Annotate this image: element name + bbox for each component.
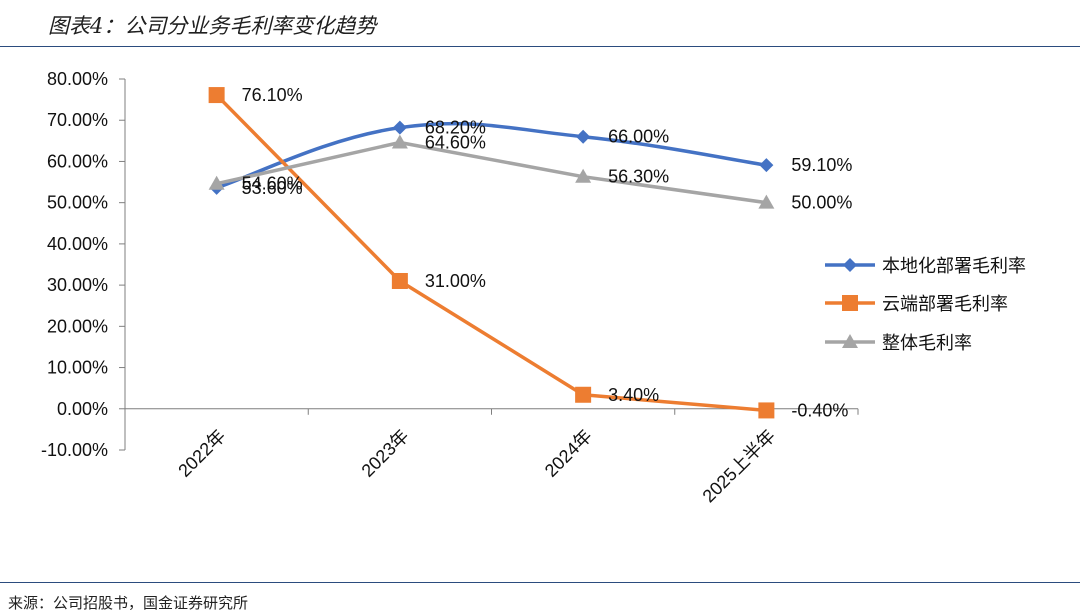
line-chart: 80.00% 70.00% 60.00% 50.00% 40.00% 30.00% 20.0… xyxy=(41,69,1026,507)
x-tick-label: 2025上半年 xyxy=(699,426,780,507)
series-line xyxy=(216,121,767,190)
data-label: 50.00% xyxy=(791,193,852,213)
data-point xyxy=(392,120,407,135)
x-tick-label: 2023年 xyxy=(358,426,413,481)
y-tick-label: -10.00% xyxy=(41,440,108,460)
data-label: 56.30% xyxy=(608,167,669,187)
data-point xyxy=(391,134,408,149)
y-tick-label: 20.00% xyxy=(47,316,108,336)
data-label: 53.60% xyxy=(242,178,303,198)
legend-label: 整体毛利率 xyxy=(882,333,972,353)
data-point xyxy=(758,402,775,419)
series-line xyxy=(215,93,767,413)
y-tick-label: 0.00% xyxy=(57,399,108,419)
legend-swatch-marker xyxy=(842,295,858,311)
x-tick-label: 2022年 xyxy=(174,426,229,481)
x-tick-label: 2024年 xyxy=(541,426,596,481)
data-label: 64.60% xyxy=(425,132,486,152)
data-point xyxy=(576,129,591,144)
source-note: 来源：公司招股书，国金证券研究所 xyxy=(8,594,249,612)
data-point xyxy=(208,87,225,104)
source-rule xyxy=(0,582,1080,583)
data-label: 3.40% xyxy=(608,385,659,405)
legend-swatch-marker xyxy=(843,258,857,272)
y-tick-label: 70.00% xyxy=(47,110,108,130)
data-point xyxy=(758,194,775,209)
legend-swatch-marker xyxy=(842,334,858,348)
y-tick-label: 10.00% xyxy=(47,358,108,378)
figure-title: 图表4：公司分业务毛利率变化趋势 xyxy=(48,14,377,38)
data-label: 31.00% xyxy=(425,271,486,291)
data-label: 68.20% xyxy=(425,118,486,138)
data-label: 66.00% xyxy=(608,127,669,147)
y-tick-label: 30.00% xyxy=(47,275,108,295)
data-label: 59.10% xyxy=(791,155,852,175)
data-point xyxy=(575,386,592,403)
data-label: 54.60% xyxy=(242,174,303,194)
y-tick-label: 40.00% xyxy=(47,234,108,254)
chart-series xyxy=(208,87,775,419)
legend-label: 云端部署毛利率 xyxy=(882,294,1008,314)
legend-label: 本地化部署毛利率 xyxy=(882,256,1026,276)
data-point xyxy=(208,175,225,190)
title-rule xyxy=(0,46,1080,47)
data-point xyxy=(759,158,774,173)
chart-data-labels: 53.60% 68.20% 66.00% 59.10% 76.10% 31.00% 3.40… xyxy=(242,85,853,420)
data-point xyxy=(391,272,408,289)
data-label: -0.40% xyxy=(791,400,848,420)
y-tick-label: 50.00% xyxy=(47,193,108,213)
series-line xyxy=(216,140,767,205)
y-tick-label: 60.00% xyxy=(47,151,108,171)
y-tick-label: 80.00% xyxy=(47,69,108,89)
data-point xyxy=(575,168,592,183)
data-label: 76.10% xyxy=(242,85,303,105)
